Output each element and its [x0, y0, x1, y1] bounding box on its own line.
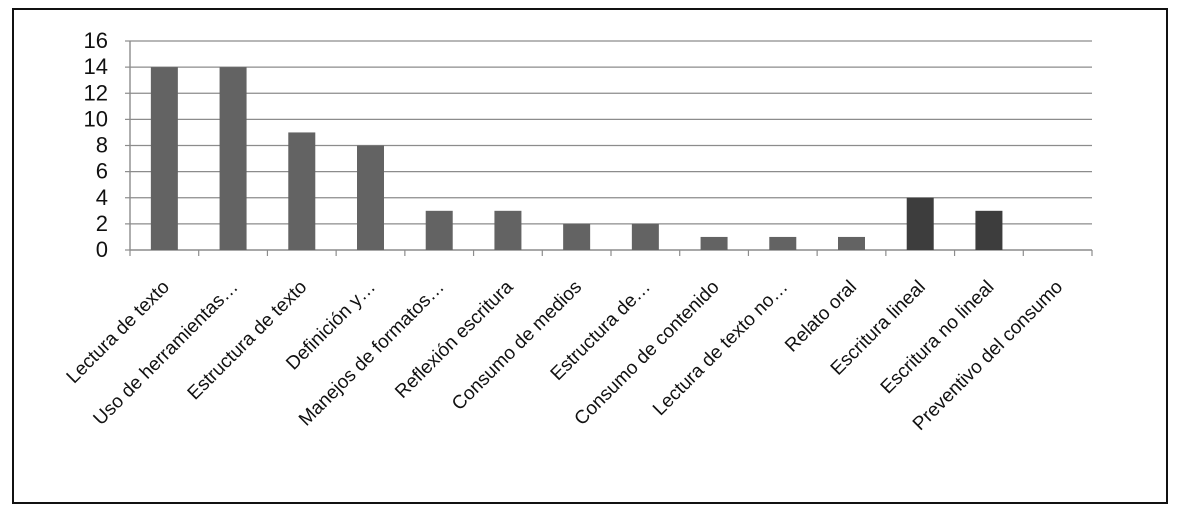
x-category-label-10: Lectura de texto no… [649, 277, 792, 420]
x-category-label-13: Escritura no lineal [877, 277, 999, 399]
bar-11 [838, 236, 865, 250]
bar-13 [975, 210, 1003, 250]
bar-3 [288, 132, 316, 250]
y-tick-label-12: 12 [84, 80, 108, 105]
x-category-label-3: Estructura de texto [184, 277, 312, 405]
bar-10 [769, 236, 797, 250]
y-tick-label-6: 6 [96, 159, 108, 184]
bar-12 [906, 197, 934, 250]
y-tick-label-14: 14 [84, 54, 108, 79]
y-tick-label-0: 0 [96, 237, 108, 262]
y-tick-label-4: 4 [96, 185, 108, 210]
bar-1 [150, 67, 178, 250]
bar-6 [494, 210, 522, 250]
y-tick-label-10: 10 [84, 106, 108, 131]
bar-9 [700, 236, 728, 250]
bar-5 [425, 210, 453, 250]
bar-8 [631, 223, 659, 250]
x-category-label-7: Consumo de medios [448, 277, 586, 415]
chart-frame [12, 8, 1168, 504]
x-category-label-6: Reflexión escritura [391, 276, 517, 402]
y-tick-label-16: 16 [84, 28, 108, 53]
bar-2 [219, 67, 247, 250]
y-tick-label-8: 8 [96, 133, 108, 158]
y-tick-label-2: 2 [96, 211, 108, 236]
bar-4 [357, 145, 384, 250]
bar-7 [563, 223, 591, 250]
